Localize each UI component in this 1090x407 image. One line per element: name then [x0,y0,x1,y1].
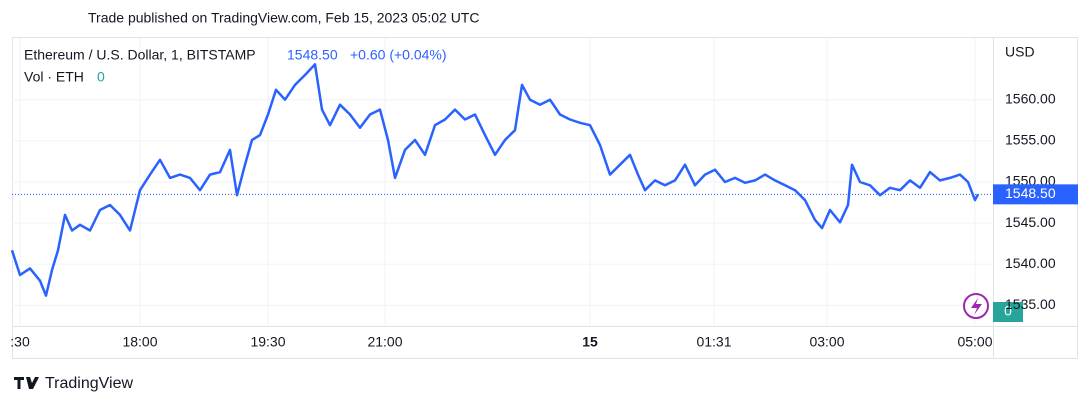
currency: USD [1005,44,1035,60]
x-tick-label: 21:00 [367,334,402,350]
published-note: Trade published on TradingView.com, Feb … [88,10,479,26]
frame [12,37,1078,359]
x-tick-label: 03:00 [809,334,844,350]
volume-value: 0 [97,69,105,85]
y-tick-label: 1560.00 [1005,90,1056,106]
y-tick-label: 1540.00 [1005,255,1056,271]
y-tick-label: 1535.00 [1005,296,1056,312]
x-tick-label: 15 [582,334,598,350]
volume-title: Vol · ETH [24,69,84,85]
x-tick-label: 19:30 [250,334,285,350]
volume-box [993,302,1023,322]
x-tick-label: :30 [10,334,30,350]
x-tick-label: 05:00 [957,334,992,350]
x-tick-label: 01:31 [696,334,731,350]
symbol-title: Ethereum / U.S. Dollar, 1, BITSTAMP [24,47,256,63]
y-tick-label: 1555.00 [1005,132,1056,148]
last-price-box [993,184,1078,205]
y-tick-label: 1545.00 [1005,214,1056,230]
logo [14,377,39,389]
alert-bolt [971,298,982,315]
header-change: +0.60 (+0.04%) [350,47,447,63]
brand: TradingView [45,375,133,392]
price-line [10,63,980,297]
volume-box-value: 0 [1004,303,1012,319]
header-price: 1548.50 [287,47,338,63]
last-price-label: 1548.50 [1005,185,1056,201]
x-tick-label: 18:00 [122,334,157,350]
